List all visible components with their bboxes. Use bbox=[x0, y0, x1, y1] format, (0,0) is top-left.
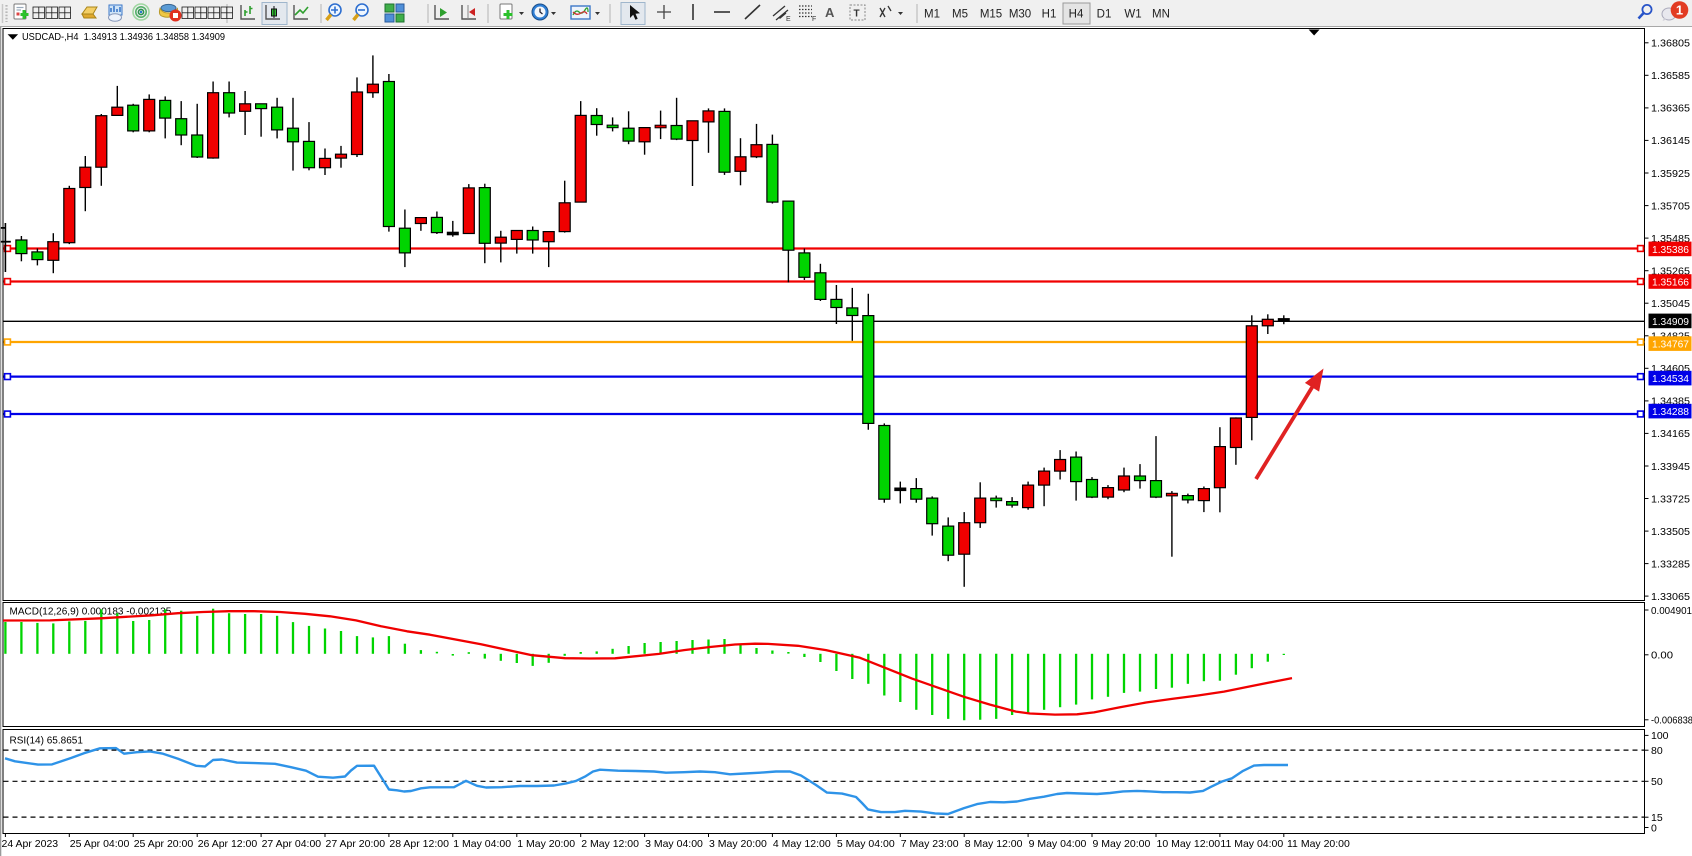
svg-text:1.35045: 1.35045 bbox=[1651, 298, 1690, 310]
svg-text:M5: M5 bbox=[952, 9, 968, 21]
svg-text:1: 1 bbox=[1676, 3, 1683, 18]
svg-text:1.33285: 1.33285 bbox=[1651, 558, 1690, 570]
svg-text:1.34288: 1.34288 bbox=[1652, 406, 1689, 418]
svg-text:1.36365: 1.36365 bbox=[1651, 103, 1690, 115]
svg-text:RSI(14) 65.8651: RSI(14) 65.8651 bbox=[10, 736, 84, 747]
svg-text:USDCAD-,H4 1.34913 1.34936 1.: USDCAD-,H4 1.34913 1.34936 1.34858 1.349… bbox=[22, 31, 225, 43]
svg-text:26 Apr 12:00: 26 Apr 12:00 bbox=[198, 838, 258, 850]
svg-text:80: 80 bbox=[1651, 745, 1663, 757]
svg-text:M30: M30 bbox=[1009, 9, 1031, 21]
svg-text:10 May 12:00: 10 May 12:00 bbox=[1157, 838, 1221, 850]
svg-text:1 May 04:00: 1 May 04:00 bbox=[453, 838, 511, 850]
svg-text:-0.006838: -0.006838 bbox=[1651, 715, 1692, 727]
svg-text:27 Apr 04:00: 27 Apr 04:00 bbox=[262, 838, 322, 850]
svg-text:28 Apr 12:00: 28 Apr 12:00 bbox=[389, 838, 449, 850]
svg-text:MN: MN bbox=[1152, 9, 1170, 21]
svg-text:0.00: 0.00 bbox=[1651, 650, 1673, 662]
svg-text:2 May 12:00: 2 May 12:00 bbox=[581, 838, 639, 850]
svg-text:24 Apr 2023: 24 Apr 2023 bbox=[2, 838, 59, 850]
svg-text:100: 100 bbox=[1651, 730, 1669, 742]
svg-text:1 May 20:00: 1 May 20:00 bbox=[517, 838, 575, 850]
svg-text:A: A bbox=[825, 5, 835, 20]
svg-text:D1: D1 bbox=[1097, 9, 1112, 21]
svg-text:27 Apr 20:00: 27 Apr 20:00 bbox=[326, 838, 386, 850]
svg-text:MACD(12,26,9) 0.000183 -0.0021: MACD(12,26,9) 0.000183 -0.002135 bbox=[10, 607, 172, 618]
svg-text:50: 50 bbox=[1651, 776, 1663, 788]
svg-text:H4: H4 bbox=[1069, 9, 1084, 21]
svg-text:1.33065: 1.33065 bbox=[1651, 591, 1690, 603]
svg-text:1.34767: 1.34767 bbox=[1652, 339, 1689, 351]
svg-text:1.35705: 1.35705 bbox=[1651, 200, 1690, 212]
svg-text:4 May 12:00: 4 May 12:00 bbox=[773, 838, 831, 850]
svg-text:0.004901: 0.004901 bbox=[1651, 605, 1692, 617]
svg-text:1.36145: 1.36145 bbox=[1651, 135, 1690, 147]
svg-text:1.33725: 1.33725 bbox=[1651, 493, 1690, 505]
svg-text:M1: M1 bbox=[924, 9, 940, 21]
svg-text:E: E bbox=[786, 16, 791, 23]
svg-text:25 Apr 20:00: 25 Apr 20:00 bbox=[134, 838, 194, 850]
svg-text:1.33505: 1.33505 bbox=[1651, 526, 1690, 538]
svg-text:3 May 20:00: 3 May 20:00 bbox=[709, 838, 767, 850]
svg-text:H1: H1 bbox=[1042, 9, 1057, 21]
svg-text:3 May 04:00: 3 May 04:00 bbox=[645, 838, 703, 850]
svg-text:11 May 04:00: 11 May 04:00 bbox=[1220, 838, 1283, 850]
svg-text:9 May 20:00: 9 May 20:00 bbox=[1093, 838, 1151, 850]
svg-text:9 May 04:00: 9 May 04:00 bbox=[1029, 838, 1087, 850]
svg-text:25 Apr 04:00: 25 Apr 04:00 bbox=[70, 838, 130, 850]
svg-text:W1: W1 bbox=[1124, 9, 1141, 21]
svg-text:F: F bbox=[812, 16, 816, 23]
svg-text:1.36585: 1.36585 bbox=[1651, 70, 1690, 82]
svg-text:0: 0 bbox=[1651, 822, 1657, 834]
svg-text:1.35925: 1.35925 bbox=[1651, 168, 1690, 180]
svg-text:1.34909: 1.34909 bbox=[1652, 316, 1689, 328]
svg-text:M15: M15 bbox=[980, 9, 1002, 21]
svg-text:1.33945: 1.33945 bbox=[1651, 461, 1690, 473]
svg-text:1.36805: 1.36805 bbox=[1651, 38, 1690, 50]
svg-text:T: T bbox=[854, 9, 860, 20]
svg-text:1.34534: 1.34534 bbox=[1652, 373, 1689, 385]
svg-text:5 May 04:00: 5 May 04:00 bbox=[837, 838, 895, 850]
svg-text:8 May 12:00: 8 May 12:00 bbox=[965, 838, 1023, 850]
svg-text:11 May 20:00: 11 May 20:00 bbox=[1287, 838, 1350, 850]
svg-text:1.35386: 1.35386 bbox=[1652, 244, 1689, 256]
svg-text:7 May 23:00: 7 May 23:00 bbox=[901, 838, 959, 850]
svg-text:15: 15 bbox=[1651, 812, 1663, 824]
svg-text:1.34165: 1.34165 bbox=[1651, 428, 1690, 440]
svg-text:1.35166: 1.35166 bbox=[1652, 276, 1689, 288]
